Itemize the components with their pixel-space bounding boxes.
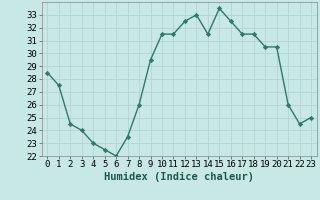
X-axis label: Humidex (Indice chaleur): Humidex (Indice chaleur) xyxy=(104,172,254,182)
